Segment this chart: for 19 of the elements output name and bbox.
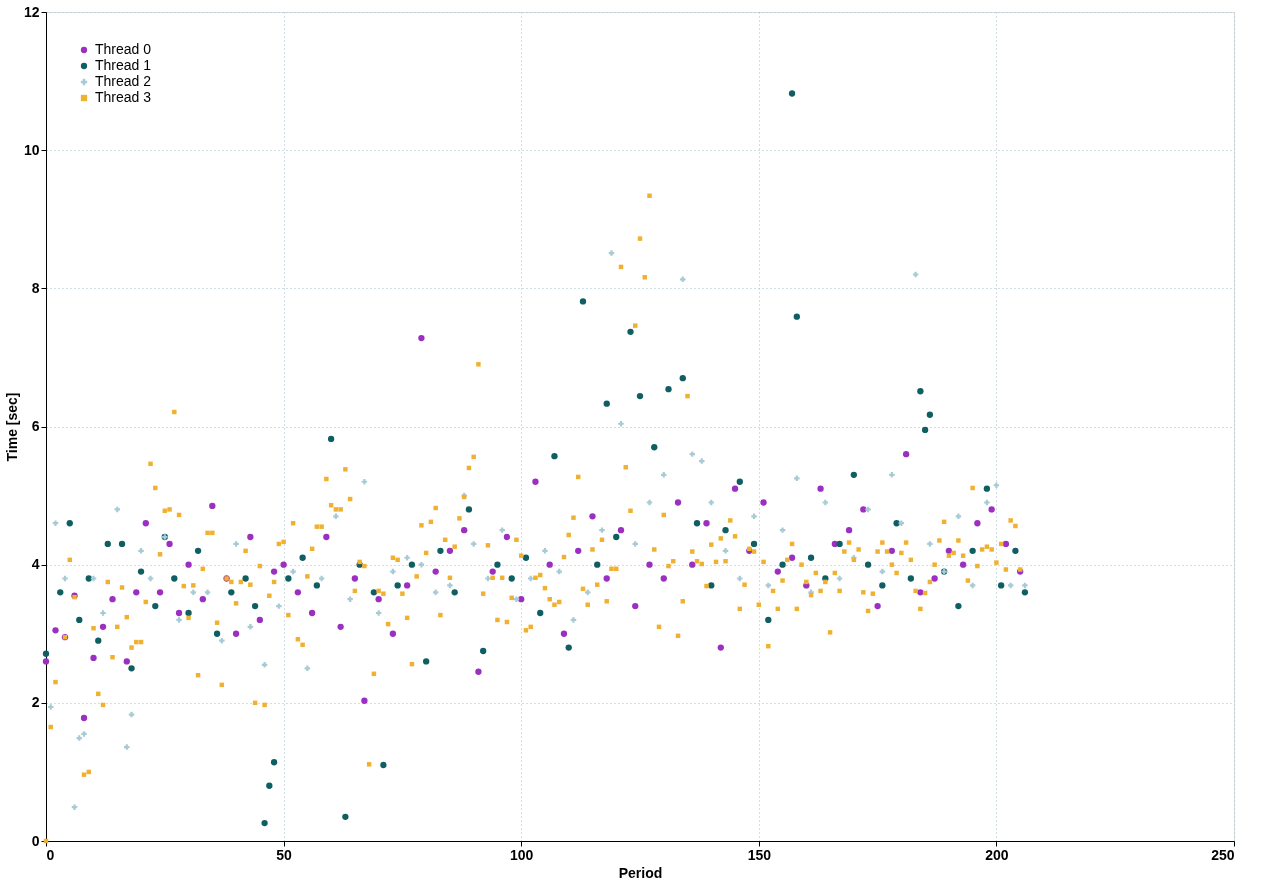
y-tick-label: 2 — [31, 694, 40, 711]
y-tick-label: 10 — [23, 141, 40, 158]
x-tick-label: 0 — [46, 846, 55, 863]
legend-label: Thread 3 — [95, 89, 152, 105]
y-tick-label: 0 — [31, 832, 40, 849]
legend-label: Thread 0 — [95, 41, 152, 57]
y-tick-label: 6 — [31, 418, 40, 434]
x-tick-label: 250 — [1211, 846, 1235, 863]
legend-label: Thread 2 — [95, 73, 152, 89]
y-axis-title: Time [sec] — [3, 392, 20, 462]
x-tick-label: 100 — [510, 846, 534, 863]
y-tick-label: 8 — [31, 279, 40, 296]
y-tick-label: 12 — [23, 3, 40, 20]
x-tick-label: 200 — [985, 846, 1009, 863]
x-tick-label: 150 — [747, 846, 772, 863]
x-tick-label: 50 — [276, 846, 293, 863]
x-axis-title: Period — [618, 864, 663, 881]
y-tick-label: 4 — [31, 556, 40, 573]
legend-label: Thread 1 — [95, 57, 152, 73]
